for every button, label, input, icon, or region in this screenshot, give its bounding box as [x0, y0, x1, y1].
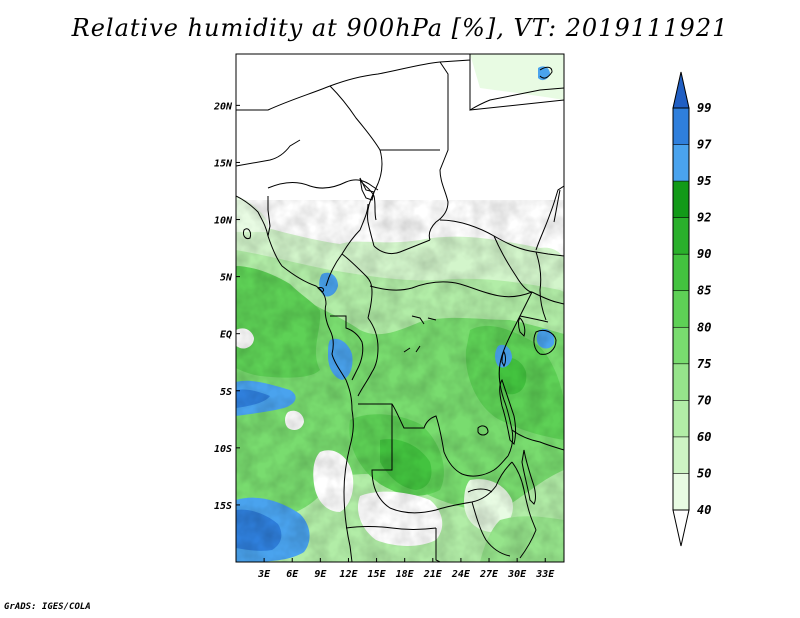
border-mozambique	[519, 529, 537, 559]
lake-albert	[518, 317, 526, 337]
colorbar-segment	[673, 181, 689, 218]
border-zimbabwe	[471, 501, 511, 557]
lon-tick-label: 15E	[368, 569, 387, 580]
colorbar-label: 60	[697, 430, 711, 444]
colorbar-label: 75	[697, 357, 711, 371]
lon-tick-label: 9E	[314, 569, 327, 580]
colorbar-label: 90	[697, 247, 711, 261]
colorbar-upper-extension	[672, 71, 690, 109]
lake-kariba	[467, 488, 493, 493]
field-texture	[236, 200, 564, 562]
colorbar-segment	[673, 108, 689, 145]
lat-tick-label: 15N	[214, 158, 233, 169]
lake-tanganyika	[499, 378, 516, 445]
lat-tick-label: 20N	[213, 101, 233, 112]
lon-tick-label: 27E	[479, 569, 499, 580]
border-cameroon-nigeria	[325, 203, 369, 287]
border-zambia-east	[435, 461, 513, 511]
map-panel: 3E 6E 9E 12E 15E 18E 21E 24E 27E 30E 33E 20N 15N 10N…	[213, 53, 565, 580]
colorbar-segment	[673, 217, 689, 255]
lon-tick-label: 12E	[339, 569, 358, 580]
lake-mweru	[477, 425, 489, 436]
border-nigeria-niger	[267, 179, 379, 191]
map-frame	[235, 53, 565, 563]
border-cameroon-car	[341, 253, 373, 319]
colorbar-segment	[673, 436, 689, 474]
grads-credit: GrADS: IGES/COLA	[4, 602, 91, 612]
map-title: Relative humidity at 900hPa [%], VT: 201…	[71, 14, 729, 42]
red-sea-coast	[553, 189, 561, 223]
colorbar-label: 95	[697, 174, 711, 188]
coastlines-and-borders	[236, 54, 564, 562]
lat-tick-label: 10N	[214, 216, 233, 227]
colorbar-label: 70	[697, 393, 711, 407]
colorbar-label: 92	[697, 211, 711, 225]
lake-malawi	[521, 449, 536, 505]
border-algeria-niger	[329, 85, 383, 247]
lon-tick-label: 3E	[257, 569, 271, 580]
lon-tick-label: 18E	[396, 569, 415, 580]
border-tanzania-south	[511, 429, 564, 451]
lat-tick-label: 15S	[214, 501, 232, 512]
colorbar-label: 85	[697, 284, 711, 298]
border-chad-sudan	[428, 61, 449, 241]
rh-region-ne-moist	[470, 54, 564, 100]
lat-tick-label: EQ	[220, 330, 232, 341]
border-gabon-congo	[330, 315, 364, 381]
lat-tick-label: 5S	[220, 387, 232, 398]
border-angola-namibia	[345, 526, 437, 530]
colorbar-label: 40	[697, 503, 711, 517]
lat-tick-label: 10S	[214, 444, 232, 455]
border-north-1	[236, 54, 471, 111]
lon-tick-label: 33E	[535, 569, 555, 580]
colorbar-label: 97	[697, 138, 712, 152]
lat-axis: 20N 15N 10N 5N EQ 5S 10S 15S	[213, 101, 240, 512]
border-tanzania	[531, 291, 564, 305]
colorbar-segment	[673, 473, 689, 510]
lake-kivu	[501, 351, 506, 368]
border-angola-zambia	[371, 404, 437, 514]
border-car-north	[373, 239, 431, 255]
colorbar-segment	[673, 400, 689, 437]
colorbar-segment	[673, 254, 689, 291]
river-congo-sketch	[403, 315, 437, 353]
lon-tick-label: 30E	[507, 569, 527, 580]
border-uganda-kenya	[535, 251, 547, 321]
border-botswana	[435, 528, 441, 562]
coastline-west-africa	[236, 195, 354, 562]
humidity-field	[236, 54, 564, 562]
border-lake-chad	[359, 177, 375, 201]
border-south-sudan-uganda	[493, 235, 533, 293]
border-car-south	[369, 281, 533, 298]
border-ethiopia	[535, 185, 564, 251]
colorbar-segment	[673, 327, 689, 364]
border-congo-drc	[357, 317, 379, 397]
border-niger-mali	[236, 139, 301, 167]
border-drc-south	[358, 403, 509, 477]
colorbar-lower-extension	[672, 509, 690, 547]
lon-tick-label: 6E	[286, 569, 299, 580]
lake-victoria	[533, 329, 557, 355]
lat-tick-label: 5N	[220, 273, 233, 284]
colorbar-label: 99	[697, 101, 711, 115]
colorbar-label: 50	[697, 466, 711, 480]
sinai-coast	[539, 66, 553, 79]
colorbar-segment	[673, 290, 689, 328]
border-uganda-drc-south	[519, 315, 549, 323]
border-malawi	[511, 461, 537, 531]
colorbar: 40 50 60 70 75 80 85 90 92 95 97 99	[672, 71, 712, 547]
border-drc-east	[498, 291, 533, 457]
river-nile	[359, 179, 377, 221]
colorbar-segment	[673, 363, 689, 401]
lake-volta	[243, 228, 251, 239]
lon-tick-label: 24E	[451, 569, 471, 580]
border-sudan-egypt-east	[469, 99, 564, 111]
lon-axis: 3E 6E 9E 12E 15E 18E 21E 24E 27E 30E 33E	[257, 558, 555, 580]
colorbar-label: 80	[697, 320, 711, 334]
colorbar-segment	[673, 144, 689, 182]
lon-tick-label: 21E	[423, 569, 443, 580]
bioko-island	[317, 287, 325, 293]
border-nigeria-benin	[267, 196, 271, 237]
